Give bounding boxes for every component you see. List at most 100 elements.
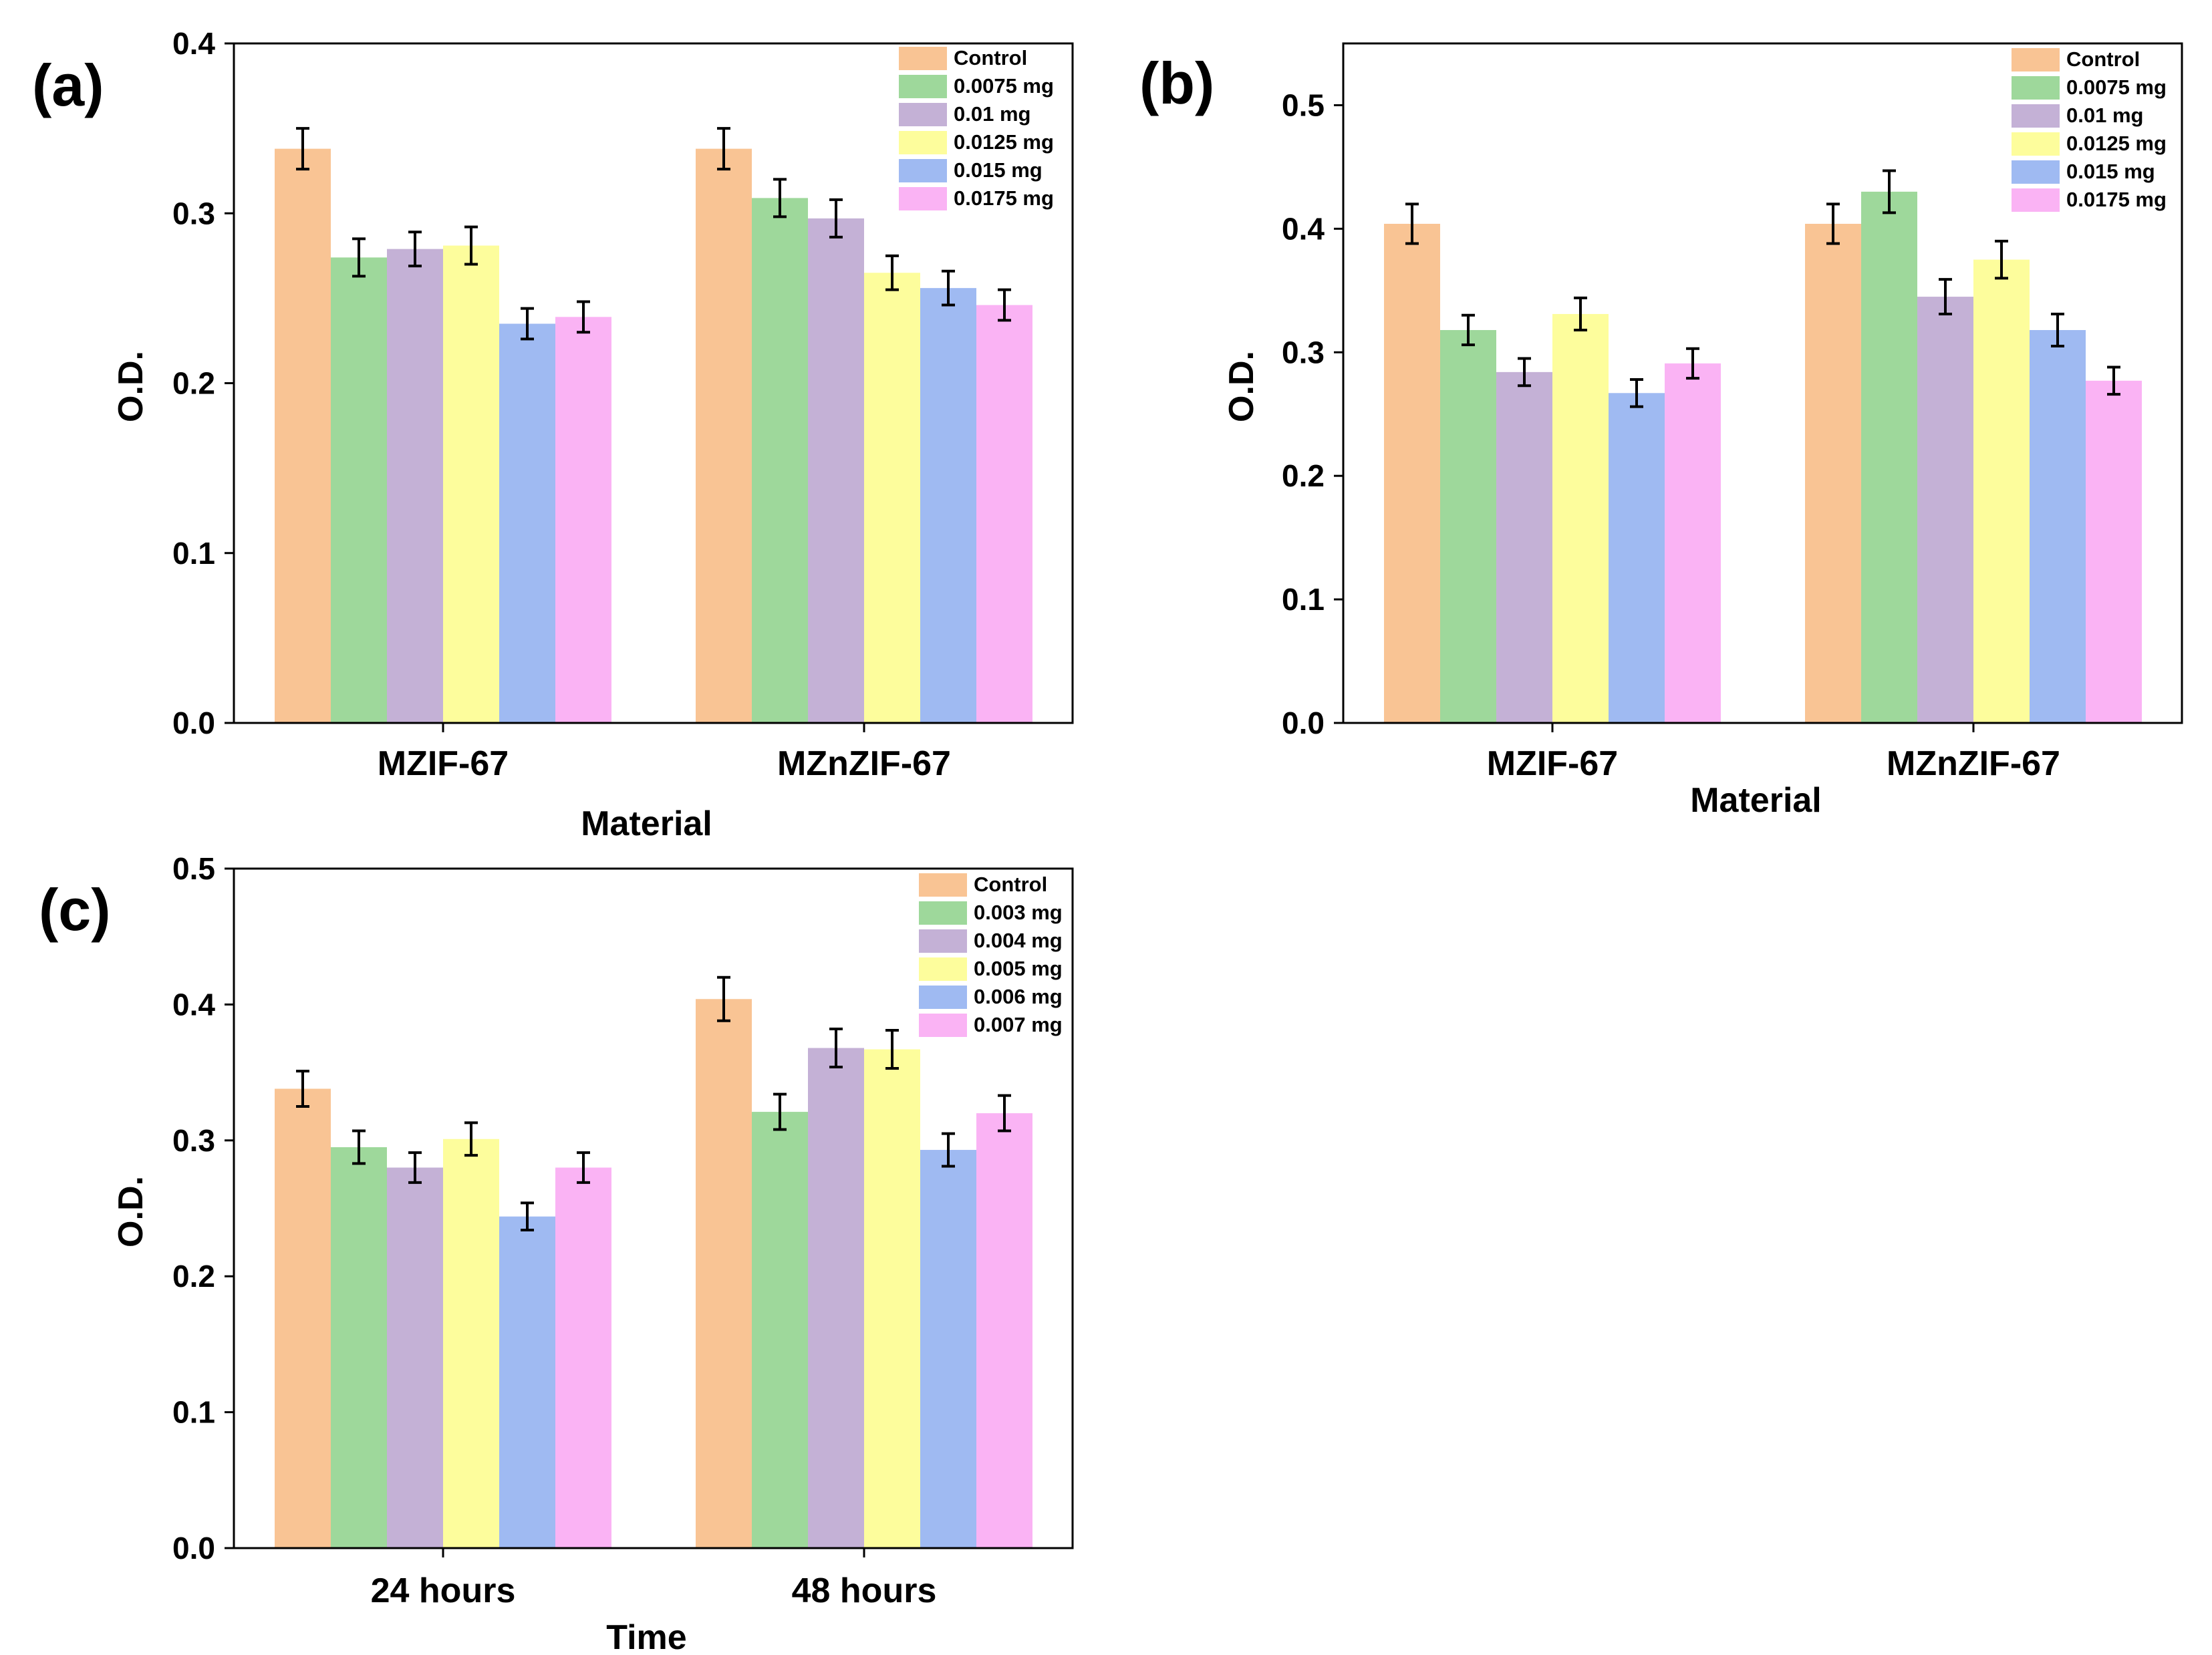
legend: Control 0.0075 mg 0.01 mg 0.0125 mg 0.015 mg… [899, 46, 1054, 210]
error-bar [577, 1151, 590, 1184]
bar-0-003-mg-1 [752, 1112, 808, 1548]
y-axis-title: O.D. [112, 1176, 150, 1247]
x-axis-title: Material [1690, 781, 1822, 820]
legend-label: 0.007 mg [974, 1013, 1063, 1036]
legend-swatch [919, 957, 967, 981]
legend-label: 0.005 mg [974, 957, 1063, 980]
bar-0-0125-mg-0 [1552, 313, 1609, 723]
error-bar [408, 1151, 422, 1184]
bar-0-01-mg-1 [808, 218, 864, 723]
legend-label: Control [974, 873, 1047, 896]
error-bar [296, 1070, 309, 1108]
x-category-label: 24 hours [371, 1571, 516, 1610]
bar-0-0075-mg-1 [1861, 191, 1917, 724]
bar-0-01-mg-1 [1917, 297, 1973, 724]
bar-0-015-mg-1 [2030, 329, 2086, 723]
legend-swatch [899, 131, 947, 154]
bar-control-0 [275, 1088, 331, 1548]
legend-swatch [899, 159, 947, 182]
panel-c: (c) 0.0 0.1 0.2 0.3 0.4 0.5 24 hours 48 hours Tim… [39, 851, 1074, 1655]
error-bar [521, 307, 534, 341]
legend-swatch [919, 901, 967, 925]
error-bar [998, 288, 1011, 322]
y-tick-label: 0.2 [172, 1259, 215, 1294]
error-bar [885, 254, 899, 291]
x-category-label: 48 hours [792, 1571, 937, 1610]
x-category-label: MZnZIF-67 [1887, 744, 2060, 783]
y-tick-label: 0.1 [172, 1395, 215, 1430]
legend-label: Control [954, 46, 1027, 69]
bar-control-1 [696, 148, 752, 723]
legend-label: 0.0175 mg [2066, 188, 2167, 211]
bar-0-015-mg-0 [499, 323, 555, 723]
bar-0-01-mg-0 [1496, 371, 1552, 723]
legend-label: 0.004 mg [974, 929, 1063, 952]
error-bar [1518, 357, 1531, 388]
bar-0-0125-mg-1 [1973, 259, 2030, 723]
y-tick-label: 0.4 [1282, 211, 1325, 246]
y-tick-label: 0.0 [1282, 706, 1325, 740]
error-bar [2107, 365, 2120, 396]
bar-0-007-mg-1 [976, 1113, 1032, 1548]
legend-swatch [919, 986, 967, 1009]
y-tick-label: 0.5 [1282, 88, 1325, 122]
error-bar [352, 1129, 366, 1165]
error-bar [1630, 378, 1643, 408]
error-bar [577, 300, 590, 334]
legend-swatch [899, 75, 947, 98]
y-axis-title: O.D. [1222, 351, 1261, 422]
y-axis-title: O.D. [112, 351, 150, 422]
plot-frame [233, 867, 1074, 1549]
bar-control-0 [275, 148, 331, 723]
error-bar [717, 975, 730, 1022]
legend-label: 0.006 mg [974, 985, 1063, 1008]
legend: Control 0.0075 mg 0.01 mg 0.0125 mg 0.015 mg… [2012, 47, 2167, 212]
error-bar [829, 198, 843, 239]
legend-label: 0.0125 mg [954, 130, 1054, 154]
y-tick-label: 0.1 [1282, 582, 1325, 617]
legend-label: 0.0075 mg [954, 74, 1054, 98]
error-bar [942, 1132, 955, 1168]
legend-label: 0.0075 mg [2066, 76, 2167, 99]
bar-0-0075-mg-0 [331, 257, 387, 724]
bar-0-004-mg-1 [808, 1048, 864, 1548]
y-tick-label: 0.2 [1282, 458, 1325, 493]
bar-control-0 [1384, 223, 1440, 723]
y-tick-label: 0.4 [172, 26, 215, 61]
error-bar [1574, 296, 1587, 331]
bar-control-1 [696, 999, 752, 1548]
bar-0-005-mg-1 [864, 1049, 920, 1548]
error-bar [521, 1201, 534, 1232]
bar-0-004-mg-0 [387, 1167, 443, 1548]
bar-0-01-mg-0 [387, 249, 443, 724]
legend-swatch [899, 187, 947, 210]
error-bar [464, 225, 478, 266]
legend-swatch [2012, 76, 2060, 100]
bar-0-007-mg-0 [555, 1167, 611, 1548]
x-category-label: MZIF-67 [1487, 744, 1618, 783]
bar-0-006-mg-0 [499, 1216, 555, 1548]
legend-swatch [2012, 104, 2060, 128]
legend-label: 0.0175 mg [954, 186, 1054, 210]
legend-label: 0.01 mg [954, 102, 1030, 126]
y-tick-label: 0.2 [172, 366, 215, 401]
error-bar [1995, 239, 2008, 280]
error-bar [773, 1092, 787, 1131]
error-bar [352, 237, 366, 278]
legend-label: Control [2066, 47, 2140, 71]
y-tick-label: 0.5 [172, 851, 215, 886]
error-bar [773, 178, 787, 218]
y-tick-label: 0.0 [172, 706, 215, 740]
error-bar [2051, 312, 2064, 348]
panel-label: (b) [1139, 50, 1214, 116]
legend-swatch [2012, 132, 2060, 156]
legend-swatch [919, 929, 967, 953]
error-bar [408, 231, 422, 268]
legend-swatch [919, 1014, 967, 1037]
error-bar [717, 127, 730, 171]
legend-swatch [2012, 48, 2060, 71]
error-bar [885, 1029, 899, 1070]
x-category-label: MZIF-67 [378, 744, 509, 783]
bar-0-0125-mg-1 [864, 273, 920, 723]
